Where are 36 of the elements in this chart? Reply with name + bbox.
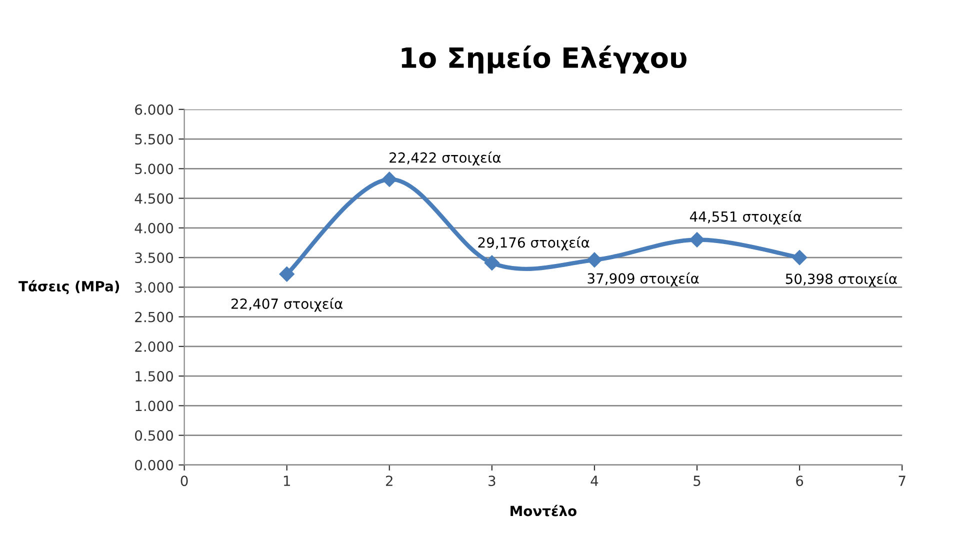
x-tick-label: 0 [180, 476, 188, 486]
y-tick-label: 1.500 [136, 371, 173, 382]
annotation: 29,176 στοιχεία [478, 236, 590, 250]
x-tick-label: 6 [796, 476, 804, 486]
point [279, 266, 294, 282]
y-tick-label: 3.000 [135, 282, 173, 293]
point [689, 232, 705, 248]
annotation: 44,551 στοιχεία [690, 210, 802, 225]
point [792, 250, 808, 266]
x-tick-label: 5 [694, 476, 700, 486]
point [586, 252, 602, 268]
y-tick-label: 0.000 [135, 460, 173, 470]
y-tick-label: 0.500 [135, 430, 173, 441]
y-tick-label: 2.000 [135, 341, 173, 352]
annotation: 50,398 στοιχεία [786, 272, 897, 287]
annotation: 22,422 στοιχεία [390, 151, 501, 166]
y-tick-label: 3.500 [135, 252, 173, 264]
point [484, 255, 500, 270]
x-axis-title: Μοντέλο [510, 504, 576, 516]
y-tick-label: 4.000 [134, 222, 173, 234]
point [382, 172, 397, 187]
y-tick-label: 2.500 [135, 312, 173, 322]
x-tick-label: 2 [386, 476, 392, 486]
x-tick-label: 3 [488, 476, 496, 486]
x-tick-label: 1 [284, 476, 290, 486]
y-tick-label: 4.500 [134, 193, 173, 204]
x-tick-label: 7 [898, 476, 906, 486]
y-tick-label: 1.000 [136, 400, 173, 412]
y-tick-label: 5.500 [135, 134, 173, 145]
annotation: 37,909 στοιχεία [588, 272, 699, 286]
y-axis-title: Τάσεις (MPa) [18, 280, 120, 294]
x-tick-label: 4 [590, 476, 598, 486]
y-tick-label: 6.000 [135, 104, 173, 115]
chart-title: 1ο Σημείο Ελέγχου [402, 46, 686, 74]
y-tick-label: 5.000 [135, 164, 173, 174]
annotation: 22,407 στοιχεία [231, 298, 343, 312]
